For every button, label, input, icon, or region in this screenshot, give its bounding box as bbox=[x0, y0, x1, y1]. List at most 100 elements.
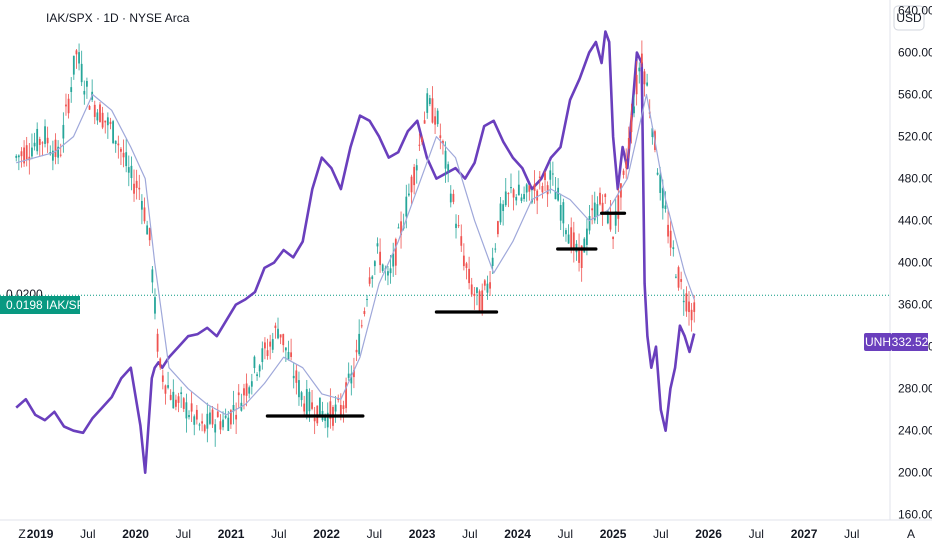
currency-button[interactable]: USD bbox=[893, 5, 925, 31]
iak-candle bbox=[54, 139, 57, 157]
iak-candle bbox=[379, 251, 382, 266]
x-tick-label: Jul bbox=[749, 527, 764, 541]
iak-candle bbox=[329, 401, 332, 419]
iak-candle bbox=[311, 402, 313, 409]
iak-candle bbox=[154, 297, 156, 314]
iak-candle bbox=[188, 415, 190, 418]
iak-candle bbox=[269, 341, 272, 347]
iak-candle bbox=[83, 90, 86, 95]
iak-candle bbox=[431, 98, 434, 123]
iak-candle bbox=[140, 200, 143, 210]
iak-candle bbox=[67, 98, 70, 114]
x-tick-label: Jul bbox=[462, 527, 477, 541]
iak-candle bbox=[195, 409, 198, 420]
iak-candle bbox=[622, 170, 625, 175]
y-tick-label: 560.00 bbox=[898, 88, 932, 102]
iak-candle bbox=[104, 120, 107, 123]
iak-candle bbox=[151, 269, 154, 283]
iak-candle bbox=[609, 213, 612, 230]
iak-candle bbox=[185, 402, 188, 419]
iak-candle bbox=[253, 356, 256, 369]
iak-candle bbox=[156, 333, 159, 352]
iak-candle bbox=[224, 415, 227, 418]
iak-candle bbox=[373, 261, 376, 267]
axis-button-right[interactable]: A bbox=[907, 527, 915, 541]
iak-candle bbox=[266, 350, 269, 357]
iak-candle bbox=[690, 309, 693, 321]
price-axis[interactable]: 640.00 600.00 560.00 520.00 480.00 440.00 400.… bbox=[898, 4, 932, 522]
y-tick-label: 160.00 bbox=[898, 508, 932, 522]
iak-candle bbox=[520, 197, 523, 201]
iak-candle bbox=[353, 369, 355, 378]
iak-candle bbox=[675, 276, 677, 278]
iak-candle bbox=[127, 167, 130, 173]
iak-candle bbox=[515, 196, 518, 201]
unh-value: 332.52 bbox=[892, 335, 929, 349]
iak-candle bbox=[491, 257, 494, 267]
iak-candle bbox=[465, 263, 468, 268]
iak-candle bbox=[326, 412, 329, 428]
iak-candle bbox=[125, 152, 128, 167]
currency-label: USD bbox=[896, 11, 922, 25]
iak-candle bbox=[38, 139, 41, 145]
iak-candle bbox=[203, 425, 206, 432]
iak-candle bbox=[428, 98, 431, 105]
iak-candle bbox=[551, 173, 554, 175]
iak-candle bbox=[46, 137, 49, 144]
iak-candle bbox=[468, 268, 471, 284]
iak-candle bbox=[303, 403, 306, 412]
iak-candle bbox=[643, 71, 646, 85]
iak-candle bbox=[405, 196, 408, 217]
iak-candle bbox=[96, 112, 99, 121]
iak-candle bbox=[685, 293, 688, 312]
iak-candle bbox=[381, 264, 384, 271]
iak-candle bbox=[237, 392, 240, 396]
iak-candle bbox=[504, 191, 507, 206]
iak-candle bbox=[360, 325, 363, 327]
iak-candle bbox=[209, 412, 211, 424]
iak-candle bbox=[387, 271, 389, 276]
iak-candle bbox=[439, 135, 442, 138]
iak-candle bbox=[546, 185, 549, 195]
iak-candle bbox=[415, 165, 418, 171]
iak-candle bbox=[525, 184, 528, 193]
iak-candle bbox=[617, 195, 620, 219]
iak-candle bbox=[620, 183, 622, 198]
iak-candle bbox=[476, 287, 478, 293]
iak-candle bbox=[554, 191, 557, 200]
iak-candle bbox=[292, 375, 295, 379]
iak-candle bbox=[572, 232, 575, 250]
iak-candle bbox=[470, 284, 473, 295]
x-tick-label: 2025 bbox=[600, 527, 627, 541]
axis-button-left[interactable]: Z bbox=[18, 527, 25, 541]
ratio-price-tag: 0.0200 0.0198 IAK/SPX bbox=[0, 287, 93, 314]
iak-candle bbox=[499, 203, 502, 223]
iak-candle bbox=[339, 404, 342, 416]
x-tick-label: 2019 bbox=[27, 527, 54, 541]
iak-candle bbox=[627, 137, 630, 149]
iak-candle bbox=[664, 205, 667, 209]
iak-candle bbox=[75, 50, 78, 55]
iak-candle bbox=[350, 373, 353, 384]
iak-candle bbox=[122, 152, 125, 158]
iak-candle bbox=[483, 280, 486, 286]
iak-candle bbox=[243, 388, 245, 396]
iak-candle bbox=[135, 180, 138, 188]
iak-candle bbox=[20, 151, 23, 157]
y-tick-label: 240.00 bbox=[898, 424, 932, 438]
time-axis[interactable]: 2019 Jul 2020 Jul 2021 Jul 2022 Jul 2023 Jul 2024 J… bbox=[27, 527, 860, 541]
iak-candle bbox=[101, 112, 104, 128]
iak-candle bbox=[413, 166, 416, 186]
iak-candle bbox=[214, 424, 217, 433]
iak-candle bbox=[159, 358, 162, 368]
y-tick-label: 440.00 bbox=[898, 214, 932, 228]
iak-candle bbox=[65, 104, 67, 107]
iak-candle bbox=[366, 299, 368, 301]
iak-candle bbox=[109, 121, 112, 124]
iak-candle bbox=[502, 204, 505, 212]
iak-candle bbox=[596, 204, 599, 216]
iak-candle bbox=[222, 419, 224, 428]
iak-candle bbox=[264, 342, 266, 349]
iak-candle bbox=[659, 174, 662, 193]
